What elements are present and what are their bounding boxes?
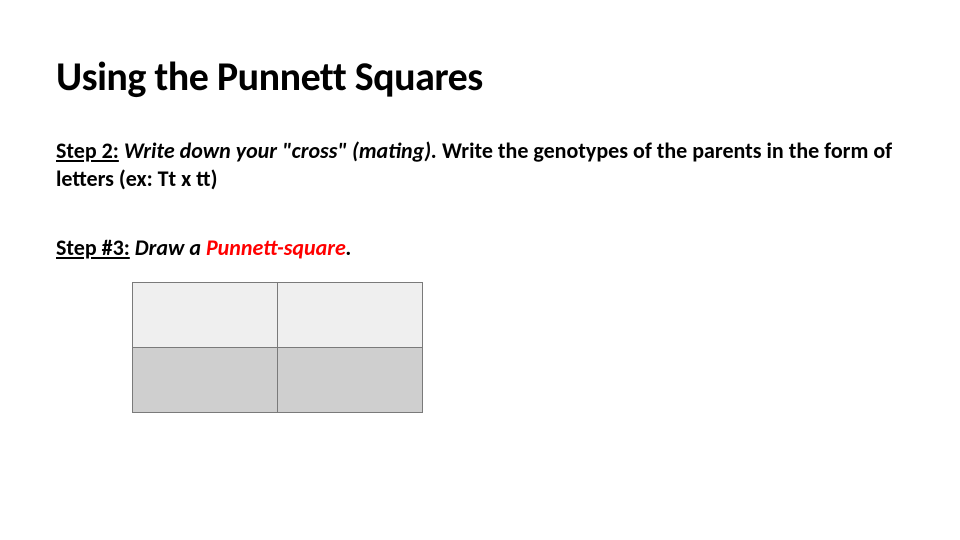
step-3-lead: Draw a (130, 234, 206, 261)
step-2-lead: Write down your "cross" (mating). (119, 137, 437, 164)
punnett-cell-0-0 (133, 282, 278, 347)
step-3-label: Step #3: (56, 234, 130, 261)
step-2: Step 2: Write down your "cross" (mating)… (56, 137, 906, 192)
page-title: Using the Punnett Squares (56, 52, 960, 101)
table-row (133, 282, 423, 347)
step-3: Step #3: Draw a Punnett-square. (56, 234, 906, 262)
punnett-cell-1-1 (278, 347, 423, 412)
punnett-cell-0-1 (278, 282, 423, 347)
punnett-square (132, 282, 423, 413)
punnett-cell-1-0 (133, 347, 278, 412)
step-3-term: Punnett-square (206, 234, 346, 261)
step-2-label: Step 2: (56, 137, 119, 164)
table-row (133, 347, 423, 412)
step-3-tail: . (346, 234, 352, 261)
